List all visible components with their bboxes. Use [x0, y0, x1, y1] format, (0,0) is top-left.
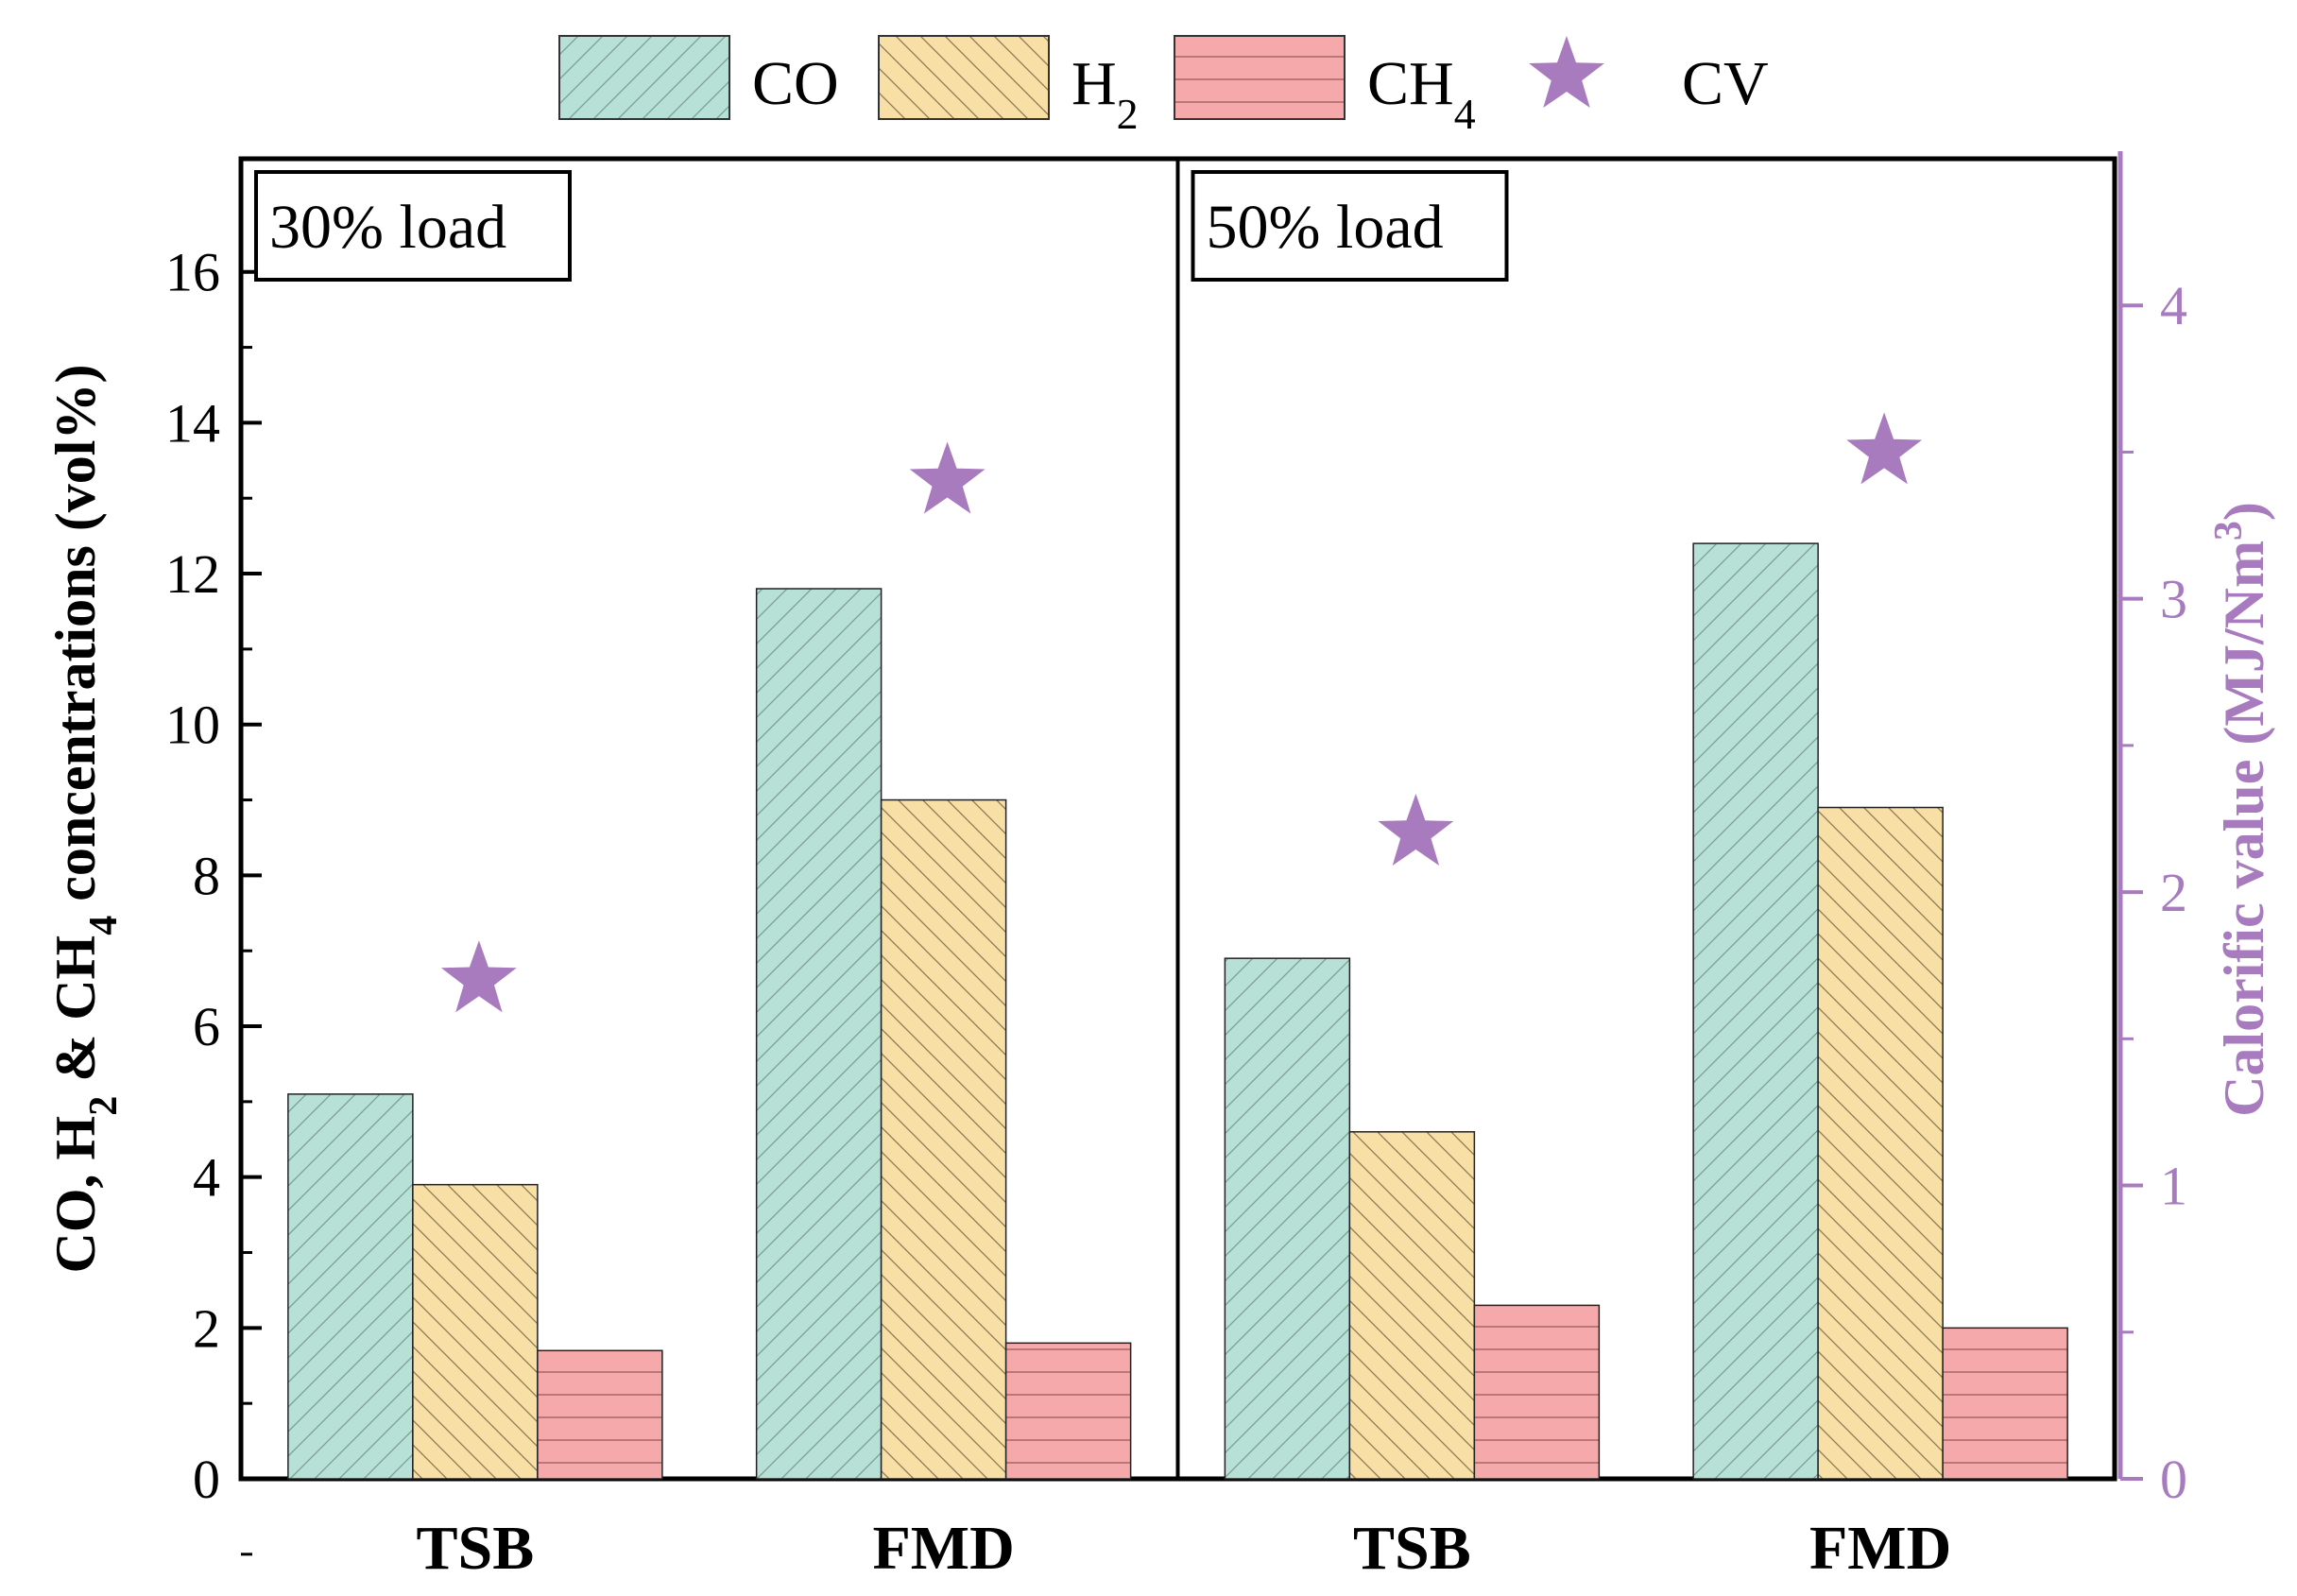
y2-tick-label: 4 — [2160, 275, 2187, 336]
y2-tick-label: 2 — [2160, 862, 2187, 923]
bar-h2 — [1817, 806, 1944, 1480]
legend-label-h2: H2 — [1071, 49, 1139, 138]
y-axis-title: CO, H2 & CH4 concentrations (vol%) — [44, 365, 126, 1274]
bar-h2 — [1348, 1131, 1476, 1480]
cv-star — [1378, 794, 1454, 866]
y-tick-label: 8 — [193, 845, 220, 906]
y-tick-label: 10 — [165, 695, 220, 756]
y2-tick-label: 1 — [2160, 1156, 2187, 1217]
x-tick-label: TSB — [1353, 1514, 1471, 1583]
y-tick-label: 0 — [193, 1449, 220, 1510]
y2-axis-title: Calorific value (MJ/Nm3) — [2207, 502, 2275, 1117]
panel-label: 50% load — [1207, 193, 1444, 262]
y-tick-label: 16 — [165, 242, 220, 303]
bar-co — [1692, 542, 1819, 1480]
x-tick-label: TSB — [417, 1514, 535, 1583]
panel-label-box — [1191, 170, 1509, 282]
y-tick-label: 12 — [165, 543, 220, 605]
bar-ch4 — [537, 1349, 663, 1480]
y-tick-label: 2 — [193, 1297, 220, 1359]
bar-h2 — [880, 798, 1007, 1480]
y-tick-label: 6 — [193, 996, 220, 1057]
legend: CO H2 CH4 CV — [558, 35, 1769, 138]
bar-co — [287, 1093, 414, 1480]
bar-co — [755, 588, 883, 1480]
panel-label-box — [254, 170, 572, 282]
legend-label-cv: CV — [1682, 49, 1769, 118]
bar-ch4 — [1004, 1342, 1132, 1480]
legend-swatch-cv — [1529, 36, 1604, 108]
x-tick-label: FMD — [1809, 1514, 1951, 1583]
bar-ch4 — [1942, 1327, 2068, 1480]
y2-tick-label: 0 — [2160, 1449, 2187, 1510]
x-tick-label: FMD — [872, 1514, 1014, 1583]
legend-swatch-h2 — [878, 35, 1050, 120]
cv-star — [1846, 412, 1923, 485]
bar-h2 — [412, 1183, 539, 1480]
legend-label-co: CO — [752, 49, 839, 118]
cv-star — [440, 940, 517, 1013]
bar-co — [1224, 957, 1351, 1480]
panel-label: 30% load — [269, 193, 506, 262]
bar-ch4 — [1473, 1304, 1601, 1480]
legend-swatch-co — [558, 35, 730, 120]
legend-swatch-ch4 — [1174, 35, 1346, 120]
legend-label-ch4: CH4 — [1367, 49, 1476, 138]
y2-tick-label: 3 — [2160, 569, 2187, 630]
y-tick-label: 14 — [165, 392, 220, 454]
cv-star — [909, 441, 986, 514]
y-tick-label: 4 — [193, 1147, 220, 1209]
